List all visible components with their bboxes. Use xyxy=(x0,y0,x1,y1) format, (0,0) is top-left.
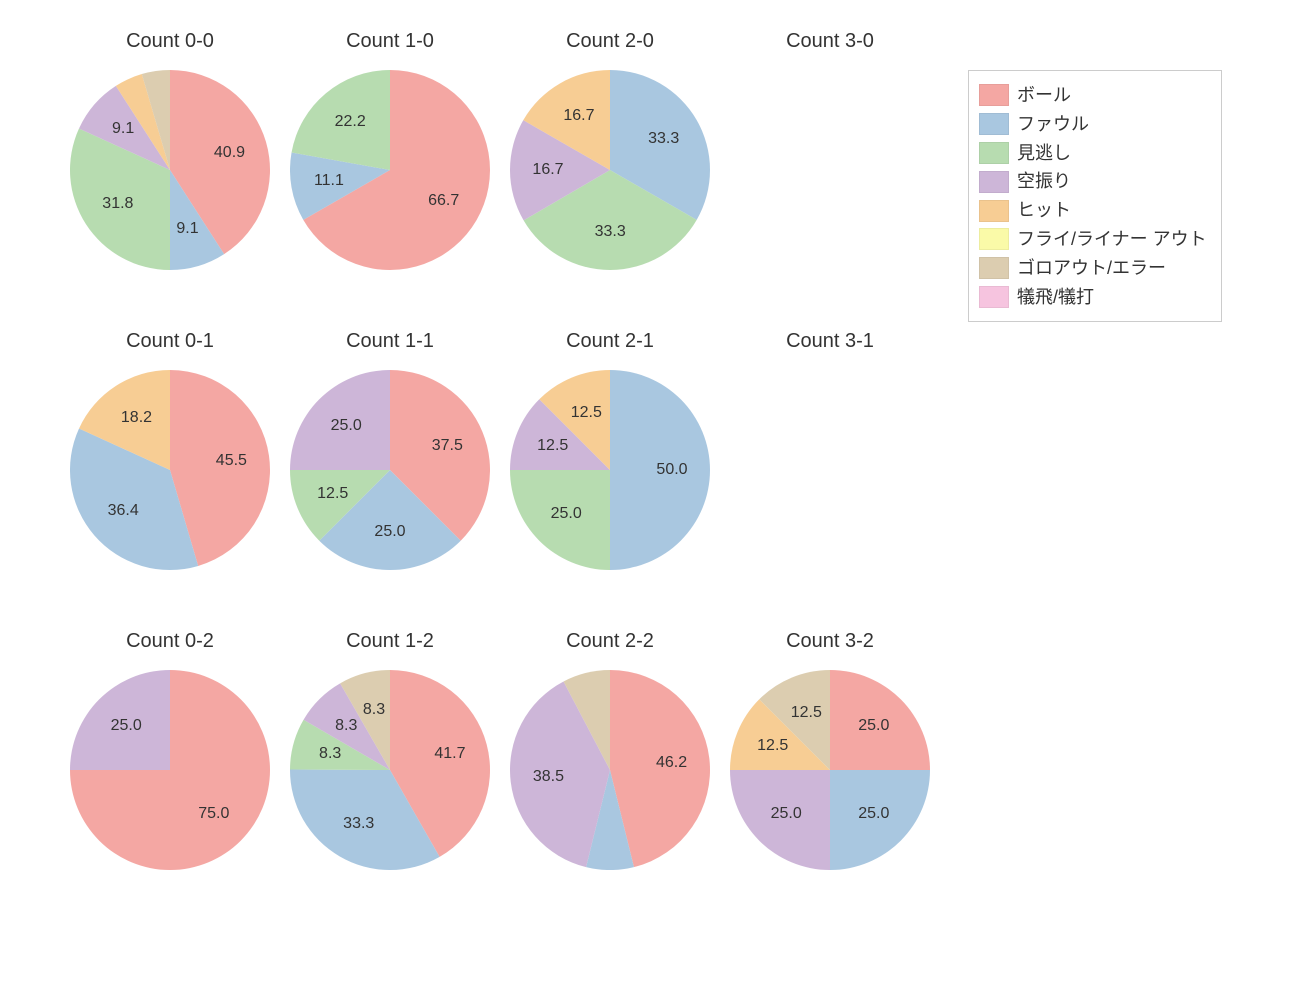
chart-title: Count 1-0 xyxy=(280,30,500,53)
slice-label: 33.3 xyxy=(648,130,679,148)
legend-label: 犠飛/犠打 xyxy=(1017,283,1094,312)
legend-swatch xyxy=(979,84,1009,106)
chart-title: Count 3-0 xyxy=(720,30,940,53)
pie-chart: 33.3 33.3 16.7 16.7 xyxy=(510,70,710,270)
pie-chart: 46.2 38.5 xyxy=(510,670,710,870)
legend-item: ファウル xyxy=(979,110,1207,139)
pie-chart: 50.0 25.0 12.512.5 xyxy=(510,370,710,570)
slice-label: 38.5 xyxy=(533,768,564,786)
slice-label: 12.5 xyxy=(571,404,602,422)
chart-title: Count 1-2 xyxy=(280,630,500,653)
slice-label: 50.0 xyxy=(656,461,687,479)
legend-swatch xyxy=(979,286,1009,308)
slice-label: 12.5 xyxy=(757,737,788,755)
slice-label: 36.4 xyxy=(108,502,139,520)
legend-label: ヒット xyxy=(1017,196,1071,225)
slice-label: 37.5 xyxy=(432,437,463,455)
slice-label: 25.0 xyxy=(374,523,405,541)
legend-item: 見逃し xyxy=(979,139,1207,168)
chart-title: Count 3-1 xyxy=(720,330,940,353)
chart-title: Count 1-1 xyxy=(280,330,500,353)
slice-label: 22.2 xyxy=(335,113,366,131)
slice-label: 8.3 xyxy=(363,701,385,719)
legend-item: フライ/ライナー アウト xyxy=(979,225,1207,254)
slice-label: 25.0 xyxy=(331,417,362,435)
slice-label: 25.0 xyxy=(551,505,582,523)
legend-swatch xyxy=(979,142,1009,164)
legend: ボールファウル見逃し空振りヒットフライ/ライナー アウトゴロアウト/エラー犠飛/… xyxy=(968,70,1222,322)
slice-label: 9.1 xyxy=(176,220,198,238)
legend-label: ボール xyxy=(1017,81,1071,110)
pie-chart: 75.0 25.0 xyxy=(70,670,270,870)
pie-chart: 66.7 11.1 22.2 xyxy=(290,70,490,270)
slice-label: 12.5 xyxy=(317,485,348,503)
chart-title: Count 2-1 xyxy=(500,330,720,353)
slice-label: 11.1 xyxy=(314,172,344,190)
pie-chart: 45.5 36.4 18.2 xyxy=(70,370,270,570)
slice-label: 25.0 xyxy=(771,805,802,823)
slice-label: 16.7 xyxy=(563,107,594,125)
slice-label: 12.5 xyxy=(791,704,822,722)
chart-title: Count 2-2 xyxy=(500,630,720,653)
slice-label: 12.5 xyxy=(537,437,568,455)
legend-swatch xyxy=(979,228,1009,250)
slice-label: 46.2 xyxy=(656,754,687,772)
chart-title: Count 3-2 xyxy=(720,630,940,653)
slice-label: 8.3 xyxy=(319,745,341,763)
chart-title: Count 2-0 xyxy=(500,30,720,53)
slice-label: 16.7 xyxy=(532,161,563,179)
slice-label: 8.3 xyxy=(335,717,357,735)
slice-label: 45.5 xyxy=(216,452,247,470)
chart-title: Count 0-0 xyxy=(60,30,280,53)
slice-label: 33.3 xyxy=(595,223,626,241)
legend-item: 空振り xyxy=(979,167,1207,196)
legend-swatch xyxy=(979,257,1009,279)
legend-label: フライ/ライナー アウト xyxy=(1017,225,1207,254)
slice-label: 25.0 xyxy=(858,717,889,735)
slice-label: 41.7 xyxy=(434,745,465,763)
legend-item: 犠飛/犠打 xyxy=(979,283,1207,312)
legend-label: ファウル xyxy=(1017,110,1089,139)
legend-swatch xyxy=(979,113,1009,135)
slice-label: 40.9 xyxy=(214,144,245,162)
legend-label: 見逃し xyxy=(1017,139,1071,168)
slice-label: 66.7 xyxy=(428,192,459,210)
slice-label: 18.2 xyxy=(121,409,152,427)
legend-swatch xyxy=(979,171,1009,193)
slice-label: 33.3 xyxy=(343,815,374,833)
legend-label: 空振り xyxy=(1017,167,1071,196)
chart-title: Count 0-1 xyxy=(60,330,280,353)
slice-label: 25.0 xyxy=(858,805,889,823)
legend-item: ヒット xyxy=(979,196,1207,225)
slice-label: 25.0 xyxy=(111,717,142,735)
slice-label: 75.0 xyxy=(198,805,229,823)
legend-item: ボール xyxy=(979,81,1207,110)
chart-title: Count 0-2 xyxy=(60,630,280,653)
pie-chart: 37.5 25.0 12.5 25.0 xyxy=(290,370,490,570)
legend-label: ゴロアウト/エラー xyxy=(1017,254,1166,283)
pie-chart: 40.9 9.1 31.8 9.1 xyxy=(70,70,270,270)
pie-chart: 25.0 25.0 25.0 12.512.5 xyxy=(730,670,930,870)
slice-label: 31.8 xyxy=(102,195,133,213)
legend-item: ゴロアウト/エラー xyxy=(979,254,1207,283)
pie-chart: 41.7 33.3 8.3 8.3 8.3 xyxy=(290,670,490,870)
legend-swatch xyxy=(979,200,1009,222)
chart-grid: Count 0-0 40.9 9.1 31.8 9.1 Count 1-0 66.7 11.1… xyxy=(0,0,1300,1000)
slice-label: 9.1 xyxy=(112,120,134,138)
